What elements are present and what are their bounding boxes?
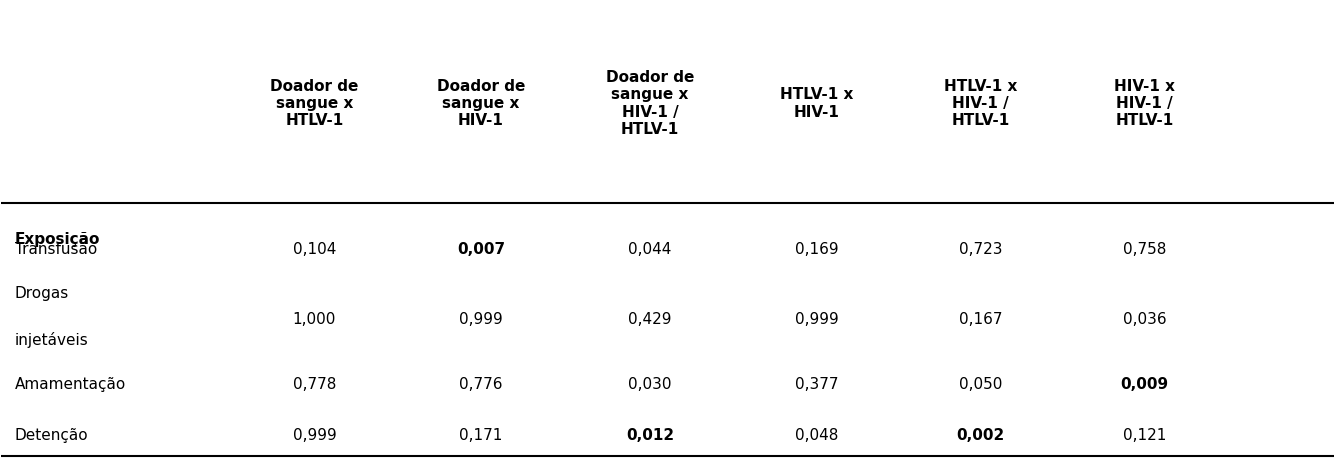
Text: HTLV-1 x
HIV-1 /
HTLV-1: HTLV-1 x HIV-1 / HTLV-1 — [944, 78, 1017, 128]
Text: Doador de
sangue x
HTLV-1: Doador de sangue x HTLV-1 — [270, 78, 359, 128]
Text: Doador de
sangue x
HIV-1: Doador de sangue x HIV-1 — [437, 78, 525, 128]
Text: injetáveis: injetáveis — [15, 333, 88, 348]
Text: 0,778: 0,778 — [292, 377, 336, 392]
Text: 1,000: 1,000 — [292, 312, 336, 327]
Text: 0,999: 0,999 — [794, 312, 838, 327]
Text: 0,758: 0,758 — [1123, 242, 1167, 257]
Text: HTLV-1 x
HIV-1: HTLV-1 x HIV-1 — [780, 87, 853, 120]
Text: 0,121: 0,121 — [1123, 428, 1167, 443]
Text: HIV-1 x
HIV-1 /
HTLV-1: HIV-1 x HIV-1 / HTLV-1 — [1113, 78, 1175, 128]
Text: 0,171: 0,171 — [459, 428, 503, 443]
Text: 0,167: 0,167 — [959, 312, 1003, 327]
Text: 0,999: 0,999 — [292, 428, 336, 443]
Text: 0,007: 0,007 — [457, 242, 505, 257]
Text: 0,036: 0,036 — [1123, 312, 1167, 327]
Text: 0,104: 0,104 — [292, 242, 336, 257]
Text: 0,048: 0,048 — [796, 428, 838, 443]
Text: Amamentação: Amamentação — [15, 377, 125, 392]
Text: Detenção: Detenção — [15, 428, 88, 443]
Text: 0,723: 0,723 — [959, 242, 1003, 257]
Text: 0,009: 0,009 — [1120, 377, 1168, 392]
Text: 0,429: 0,429 — [629, 312, 672, 327]
Text: Doador de
sangue x
HIV-1 /
HTLV-1: Doador de sangue x HIV-1 / HTLV-1 — [606, 70, 694, 137]
Text: Exposição: Exposição — [15, 233, 100, 248]
Text: Transfusão: Transfusão — [15, 242, 97, 257]
Text: 0,044: 0,044 — [629, 242, 672, 257]
Text: 0,776: 0,776 — [459, 377, 503, 392]
Text: 0,012: 0,012 — [626, 428, 674, 443]
Text: 0,999: 0,999 — [459, 312, 503, 327]
Text: 0,002: 0,002 — [956, 428, 1005, 443]
Text: 0,377: 0,377 — [794, 377, 838, 392]
Text: 0,169: 0,169 — [794, 242, 838, 257]
Text: 0,030: 0,030 — [629, 377, 672, 392]
Text: 0,050: 0,050 — [959, 377, 1003, 392]
Text: Drogas: Drogas — [15, 286, 69, 301]
